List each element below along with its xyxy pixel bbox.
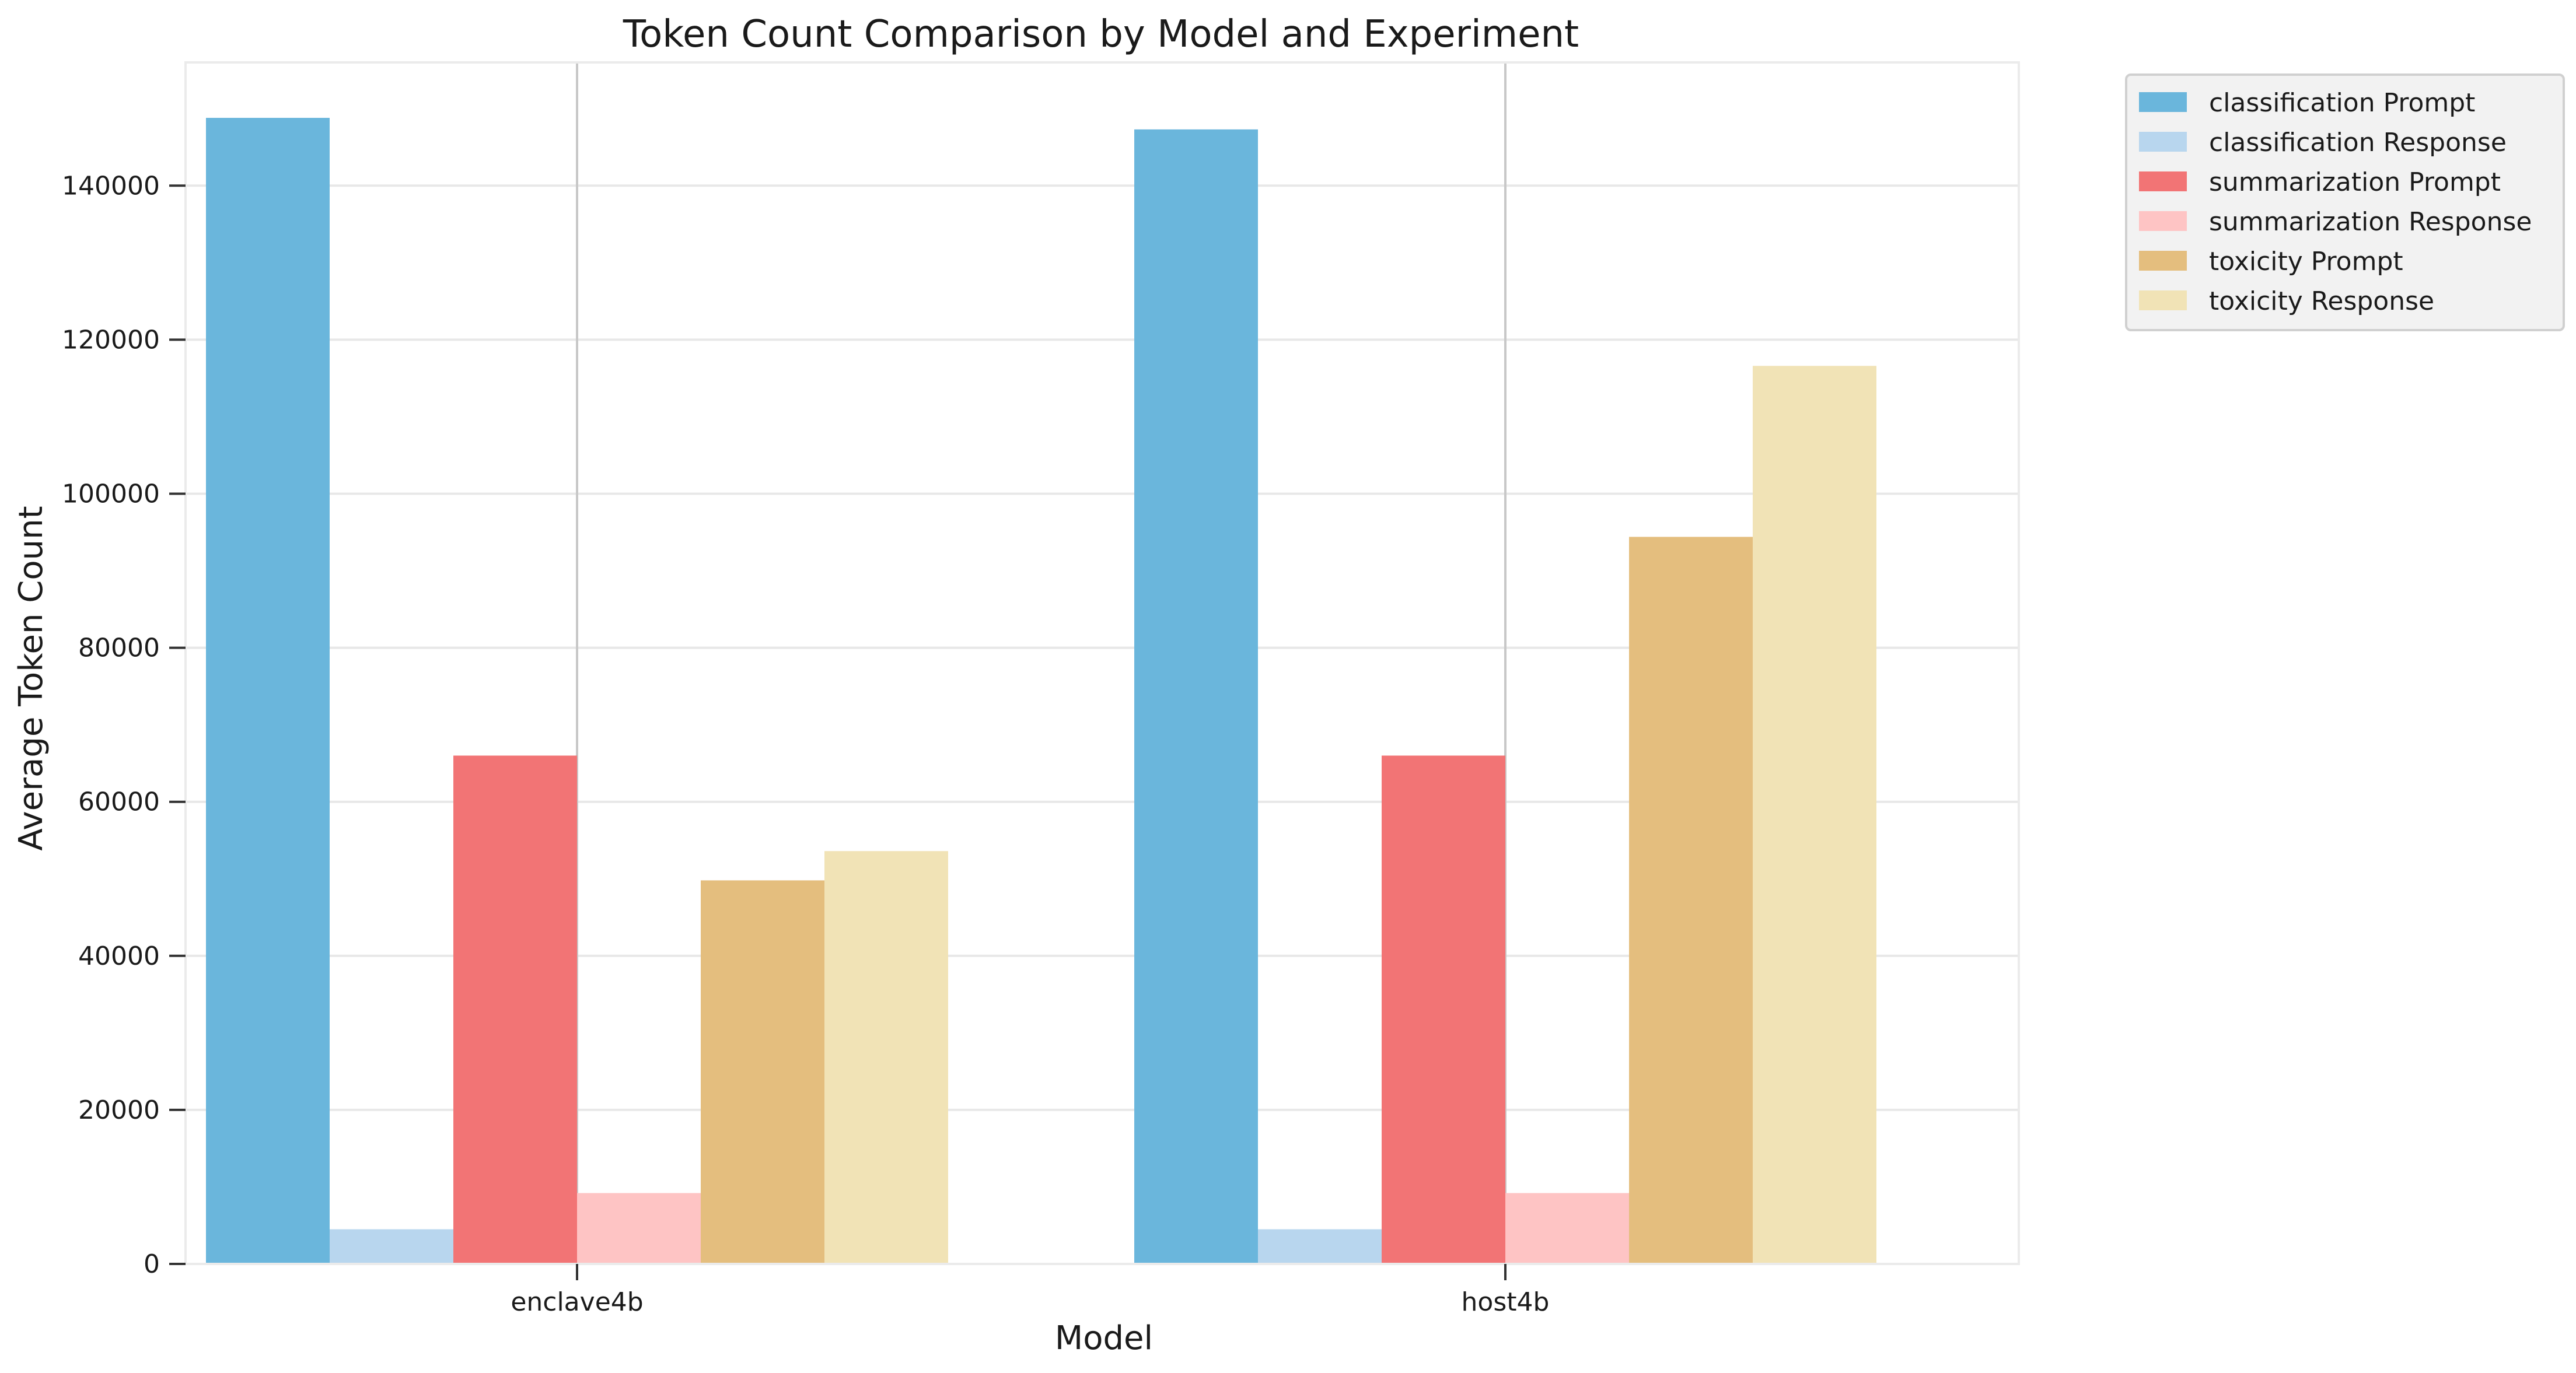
bar: [1505, 1193, 1629, 1264]
bar: [330, 1229, 453, 1264]
legend-label: toxicity Response: [2209, 286, 2434, 316]
legend-swatch: [2139, 92, 2187, 112]
legend-label: toxicity Prompt: [2209, 247, 2403, 276]
y-tick-label: 40000: [78, 941, 160, 971]
bar: [701, 880, 824, 1264]
y-tick-label: 20000: [78, 1095, 160, 1125]
bar: [577, 1193, 701, 1264]
legend-box: [2125, 73, 2565, 331]
legend-swatch: [2139, 132, 2187, 152]
legend-label: classification Response: [2209, 128, 2507, 157]
bar: [824, 851, 948, 1264]
x-tick-label: host4b: [1462, 1287, 1550, 1317]
y-tick-label: 80000: [78, 633, 160, 663]
legend: classification Prompt classification Resp…: [2125, 73, 2565, 331]
bar: [206, 118, 330, 1265]
legend-swatch: [2139, 171, 2187, 191]
y-tick-label: 140000: [62, 171, 160, 201]
bar: [1382, 755, 1505, 1264]
x-tick-label: enclave4b: [511, 1287, 643, 1317]
legend-swatch: [2139, 211, 2187, 231]
x-axis-title: Model: [1055, 1319, 1153, 1357]
chart-title: Token Count Comparison by Model and Expe…: [623, 13, 1579, 56]
bar: [1629, 537, 1753, 1264]
legend-label: summarization Prompt: [2209, 167, 2501, 197]
legend-label: classification Prompt: [2209, 88, 2475, 118]
y-axis-title: Average Token Count: [12, 506, 50, 850]
bar: [453, 755, 577, 1264]
bars-layer: [206, 118, 1876, 1265]
legend-swatch: [2139, 290, 2187, 310]
bar: [1753, 366, 1876, 1265]
bar: [1134, 129, 1258, 1264]
legend-label: summarization Response: [2209, 207, 2532, 237]
y-tick-label: 100000: [62, 479, 160, 509]
y-tick-label: 120000: [62, 325, 160, 355]
x-axis: enclave4b host4b: [511, 1264, 1549, 1317]
legend-swatch: [2139, 251, 2187, 271]
plot-frame: [184, 61, 2020, 1265]
y-tick-label: 60000: [78, 787, 160, 817]
y-tick-label: 0: [144, 1249, 160, 1279]
y-axis: 0 20000 40000 60000 80000 100000 120000 140000: [62, 171, 186, 1279]
bar: [1258, 1229, 1382, 1264]
